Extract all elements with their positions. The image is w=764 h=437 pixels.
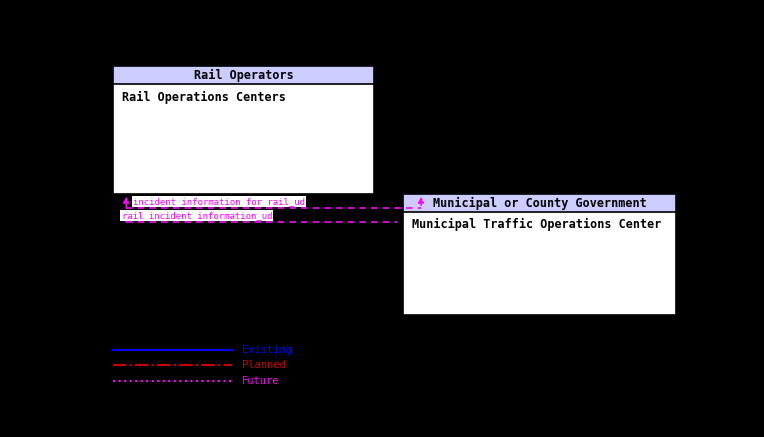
- Text: Rail Operations Centers: Rail Operations Centers: [122, 90, 286, 104]
- Text: rail incident information_ud: rail incident information_ud: [121, 212, 272, 220]
- Text: Municipal Traffic Operations Center: Municipal Traffic Operations Center: [413, 218, 662, 232]
- Text: Existing: Existing: [242, 345, 293, 355]
- Bar: [403, 194, 676, 315]
- Text: Future: Future: [242, 375, 280, 385]
- Text: incident information for rail_ud: incident information for rail_ud: [134, 197, 306, 206]
- Text: Municipal or County Government: Municipal or County Government: [432, 197, 646, 210]
- Bar: [113, 66, 374, 84]
- Text: Rail Operators: Rail Operators: [193, 69, 293, 82]
- Bar: [403, 194, 676, 212]
- Bar: [113, 66, 374, 194]
- Text: Planned: Planned: [242, 361, 286, 371]
